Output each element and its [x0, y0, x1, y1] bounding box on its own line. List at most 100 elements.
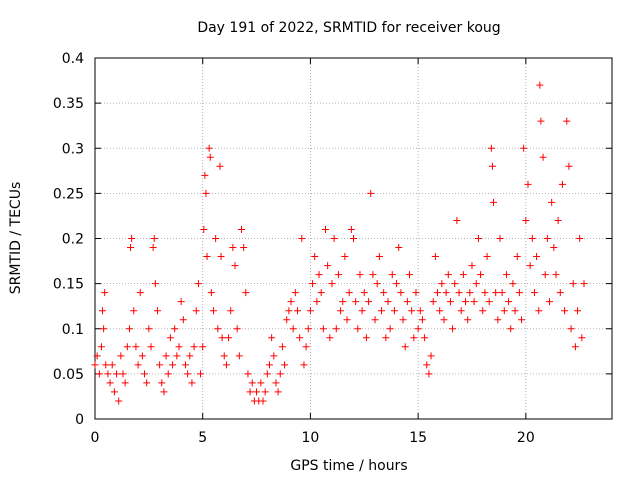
- y-tick-label: 0: [75, 412, 84, 428]
- data-point: [166, 334, 174, 342]
- data-point: [141, 370, 149, 378]
- data-point: [229, 244, 237, 252]
- data-point: [536, 81, 544, 89]
- data-point: [535, 307, 543, 315]
- data-point: [453, 216, 461, 224]
- y-tick-label: 0.25: [53, 186, 84, 202]
- data-point: [459, 271, 467, 279]
- data-point: [158, 379, 166, 387]
- data-point: [386, 325, 394, 333]
- data-point: [515, 289, 523, 297]
- data-point: [360, 289, 368, 297]
- data-point: [257, 379, 265, 387]
- data-point: [104, 370, 112, 378]
- data-point: [190, 343, 198, 351]
- data-point: [546, 298, 554, 306]
- data-point: [434, 289, 442, 297]
- data-point: [216, 162, 224, 170]
- data-point: [337, 307, 345, 315]
- data-point: [150, 235, 158, 242]
- data-point: [390, 307, 398, 315]
- data-point: [212, 235, 220, 242]
- data-point: [125, 325, 133, 333]
- data-point: [578, 334, 586, 342]
- data-point: [151, 280, 159, 288]
- data-point: [367, 189, 375, 197]
- data-point: [455, 289, 463, 297]
- data-point: [311, 253, 319, 261]
- data-point: [123, 343, 131, 351]
- x-axis-label: GPS time / hours: [290, 458, 407, 474]
- data-point: [477, 271, 485, 279]
- data-point: [440, 316, 448, 324]
- data-point: [319, 325, 327, 333]
- data-point: [494, 316, 502, 324]
- data-point: [488, 162, 496, 170]
- data-point: [93, 352, 101, 360]
- data-point: [306, 307, 314, 315]
- data-point: [162, 352, 170, 360]
- data-point: [197, 370, 205, 378]
- data-point: [153, 307, 161, 315]
- data-point: [302, 343, 310, 351]
- data-point: [265, 361, 273, 369]
- data-point: [261, 388, 269, 396]
- data-point: [324, 262, 332, 270]
- data-point: [160, 388, 168, 396]
- data-point: [283, 316, 291, 324]
- data-point: [526, 262, 534, 270]
- data-point: [244, 370, 252, 378]
- data-point: [397, 289, 405, 297]
- data-point: [281, 361, 289, 369]
- data-point: [580, 280, 588, 288]
- data-point: [99, 307, 107, 315]
- data-point: [554, 216, 562, 224]
- data-point: [479, 307, 487, 315]
- data-point: [552, 271, 560, 279]
- data-point: [309, 280, 317, 288]
- data-point: [246, 388, 254, 396]
- y-tick-label: 0.2: [62, 232, 84, 248]
- data-point: [289, 325, 297, 333]
- data-point: [128, 235, 136, 242]
- data-point: [97, 343, 105, 351]
- data-point: [498, 289, 506, 297]
- data-point: [548, 198, 556, 206]
- data-point: [558, 180, 566, 188]
- data-point: [119, 370, 127, 378]
- data-point: [423, 361, 431, 369]
- data-point: [181, 361, 189, 369]
- data-point: [500, 307, 508, 315]
- data-point: [569, 280, 577, 288]
- data-point: [315, 271, 323, 279]
- data-point: [561, 307, 569, 315]
- data-point: [205, 144, 213, 152]
- data-point: [164, 370, 172, 378]
- data-point: [106, 379, 114, 387]
- data-point: [369, 271, 377, 279]
- data-point: [522, 216, 530, 224]
- data-point: [474, 235, 482, 242]
- data-point: [382, 334, 390, 342]
- data-point: [436, 307, 444, 315]
- data-point: [490, 198, 498, 206]
- data-point: [134, 361, 142, 369]
- data-point: [574, 307, 582, 315]
- data-point: [222, 361, 230, 369]
- data-point: [487, 144, 495, 152]
- data-point: [240, 244, 248, 252]
- data-point: [462, 298, 470, 306]
- data-point: [539, 153, 547, 161]
- data-point: [268, 334, 276, 342]
- data-point: [563, 117, 571, 125]
- data-point: [287, 298, 295, 306]
- y-tick-label: 0.15: [53, 277, 84, 293]
- data-point: [225, 334, 233, 342]
- data-point: [339, 298, 347, 306]
- data-point: [102, 361, 110, 369]
- data-point: [304, 325, 312, 333]
- data-point: [207, 289, 215, 297]
- data-point: [528, 235, 536, 242]
- data-point: [485, 298, 493, 306]
